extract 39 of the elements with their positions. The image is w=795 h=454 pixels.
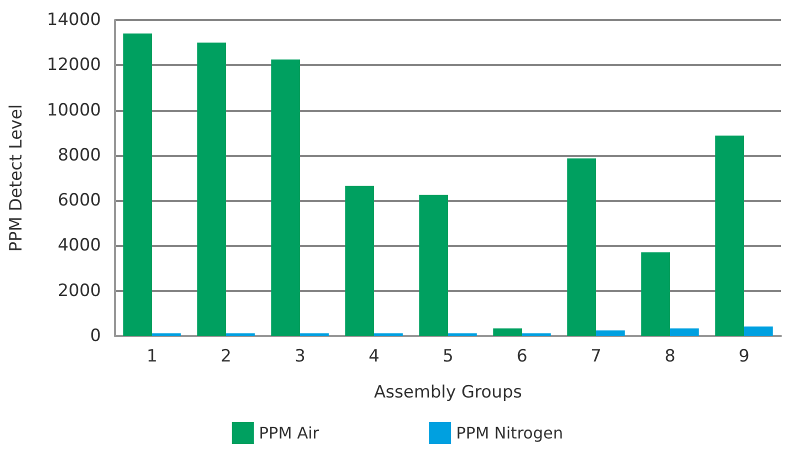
- bar: [271, 60, 300, 336]
- bar: [641, 252, 670, 336]
- x-axis-title: Assembly Groups: [374, 382, 522, 402]
- x-tick-label: 7: [590, 346, 602, 366]
- bar: [419, 194, 448, 336]
- y-tick-label: 2000: [58, 280, 101, 301]
- bar: [493, 328, 522, 336]
- y-tick-label: 12000: [46, 55, 101, 76]
- bar: [226, 333, 255, 336]
- bar: [715, 136, 744, 336]
- bar: [522, 333, 551, 336]
- bar: [197, 42, 226, 336]
- y-tick-label: 14000: [46, 10, 101, 30]
- x-tick-label: 1: [146, 346, 158, 366]
- x-tick-label: 6: [516, 346, 528, 366]
- bar: [596, 330, 625, 336]
- bar: [744, 326, 773, 336]
- x-tick-label: 3: [294, 346, 306, 366]
- bar: [567, 158, 596, 336]
- x-tick-label: 5: [442, 346, 454, 366]
- x-tick-label: 9: [738, 346, 750, 366]
- y-tick-label: 10000: [46, 100, 101, 120]
- y-tick-label: 0: [90, 326, 101, 346]
- x-tick-label: 4: [368, 346, 380, 366]
- bar: [374, 333, 403, 336]
- y-axis-title: PPM Detect Level: [6, 104, 26, 252]
- bar: [345, 186, 374, 336]
- y-tick-label: 6000: [58, 190, 101, 211]
- x-tick-label: 8: [664, 346, 676, 366]
- bar: [448, 333, 477, 336]
- legend-label: PPM Nitrogen: [456, 424, 564, 442]
- legend-label: PPM Air: [258, 424, 320, 442]
- bar: [670, 328, 699, 336]
- bar: [152, 333, 181, 336]
- bar: [300, 333, 329, 336]
- x-tick-label: 2: [220, 346, 232, 366]
- y-tick-label: 4000: [58, 236, 101, 256]
- y-tick-label: 8000: [58, 145, 101, 166]
- bar: [123, 34, 152, 336]
